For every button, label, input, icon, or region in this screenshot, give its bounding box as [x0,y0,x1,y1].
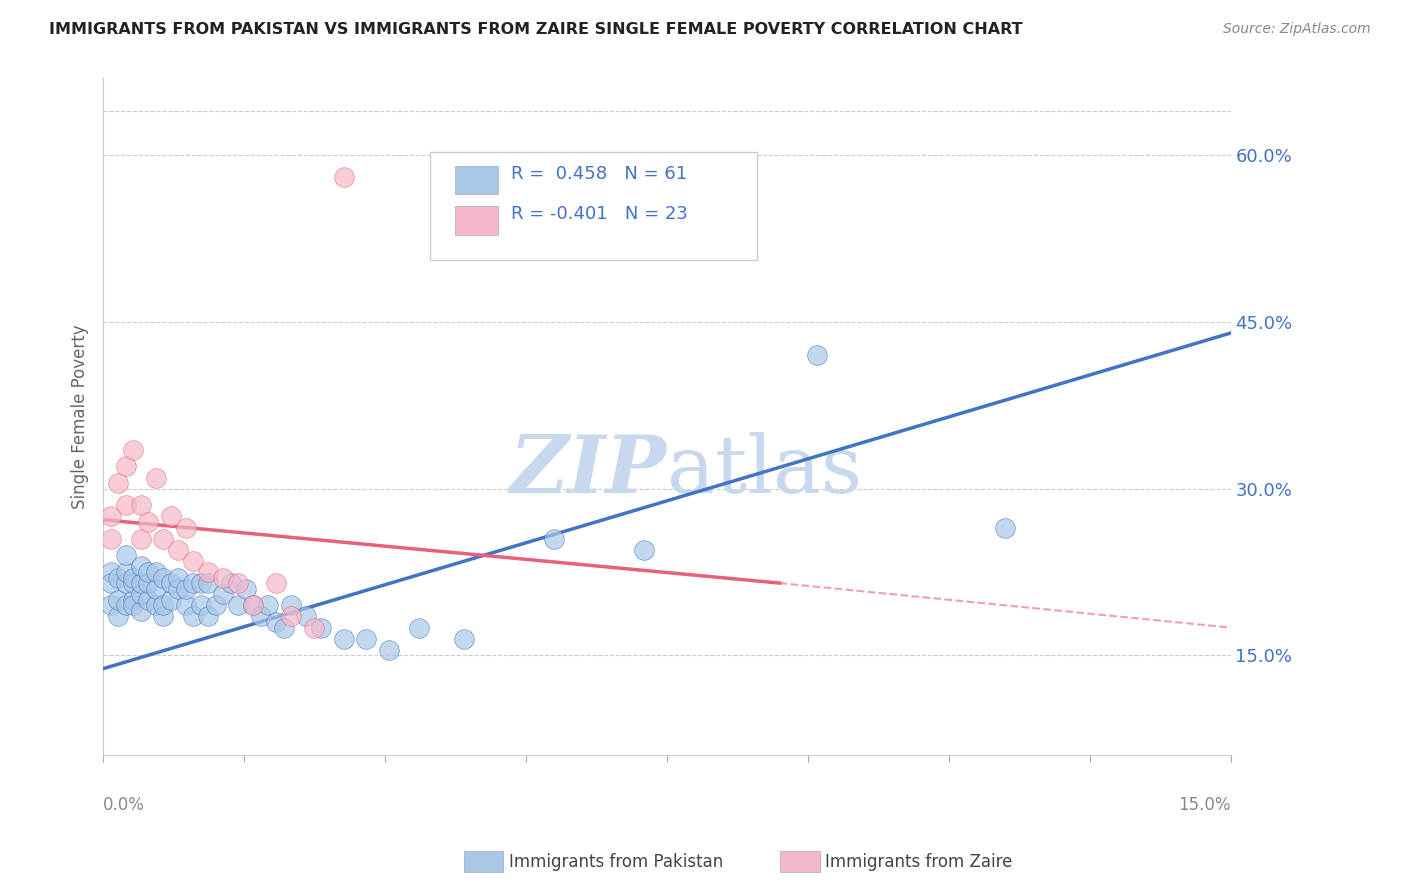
Point [129,532,152,546]
Point [100,599,122,613]
Point [302,621,325,635]
Point [633,542,655,557]
Point [145,599,167,613]
Point [205,599,228,613]
Point [228,599,250,613]
Point [228,576,250,591]
Text: R =  0.458   N = 61: R = 0.458 N = 61 [512,165,688,183]
Text: Immigrants from Pakistan: Immigrants from Pakistan [509,853,723,871]
Point [152,570,174,584]
Point [107,609,129,624]
Point [145,565,167,579]
Point [295,609,318,624]
Text: 0.0%: 0.0% [103,796,145,814]
Point [280,599,302,613]
Text: ZIP: ZIP [510,432,666,509]
Point [122,576,145,591]
Point [152,532,174,546]
Point [129,604,152,618]
Point [197,565,219,579]
Point [152,599,174,613]
Point [100,532,122,546]
Point [100,576,122,591]
Text: Source: ZipAtlas.com: Source: ZipAtlas.com [1223,22,1371,37]
Bar [456,206,498,235]
Point [197,576,219,591]
Point [129,559,152,574]
Point [197,609,219,624]
Bar [456,166,498,194]
Point [235,582,257,596]
Point [107,592,129,607]
Point [242,599,264,613]
Point [183,576,205,591]
Point [183,609,205,624]
Point [114,576,136,591]
Point [136,592,159,607]
Point [332,170,354,185]
Point [174,520,197,534]
Text: atlas: atlas [666,432,862,509]
Point [332,632,354,646]
Text: 15.0%: 15.0% [1178,796,1230,814]
Point [114,498,136,512]
Point [122,599,145,613]
Point [264,615,287,629]
Point [219,576,242,591]
Point [212,587,235,601]
Point [136,565,159,579]
Point [354,632,377,646]
Point [129,587,152,601]
Point [159,509,181,524]
Point [100,509,122,524]
Point [806,348,828,362]
Point [994,520,1017,534]
Point [100,565,122,579]
Point [114,599,136,613]
Point [174,599,197,613]
Point [212,570,235,584]
Point [167,542,190,557]
Point [167,582,190,596]
Point [129,576,152,591]
Point [257,599,280,613]
Point [453,632,475,646]
Point [122,442,145,457]
Point [136,576,159,591]
Text: Immigrants from Zaire: Immigrants from Zaire [825,853,1012,871]
Point [190,576,212,591]
Point [114,459,136,474]
Point [242,599,264,613]
Point [250,609,273,624]
FancyBboxPatch shape [430,152,756,260]
Text: R = -0.401   N = 23: R = -0.401 N = 23 [512,205,688,223]
Point [122,592,145,607]
Point [114,565,136,579]
Point [408,621,430,635]
Point [190,599,212,613]
Point [122,570,145,584]
Point [174,582,197,596]
Point [280,609,302,624]
Point [107,570,129,584]
Point [145,582,167,596]
Point [264,576,287,591]
Point [377,642,399,657]
Point [183,554,205,568]
Point [107,476,129,491]
Point [114,549,136,563]
Point [543,532,565,546]
Point [145,470,167,484]
Point [167,570,190,584]
Point [159,576,181,591]
Point [129,498,152,512]
Point [152,609,174,624]
Point [273,621,295,635]
Point [309,621,332,635]
Point [159,592,181,607]
Y-axis label: Single Female Poverty: Single Female Poverty [72,324,89,508]
Text: IMMIGRANTS FROM PAKISTAN VS IMMIGRANTS FROM ZAIRE SINGLE FEMALE POVERTY CORRELAT: IMMIGRANTS FROM PAKISTAN VS IMMIGRANTS F… [49,22,1022,37]
Point [136,515,159,529]
